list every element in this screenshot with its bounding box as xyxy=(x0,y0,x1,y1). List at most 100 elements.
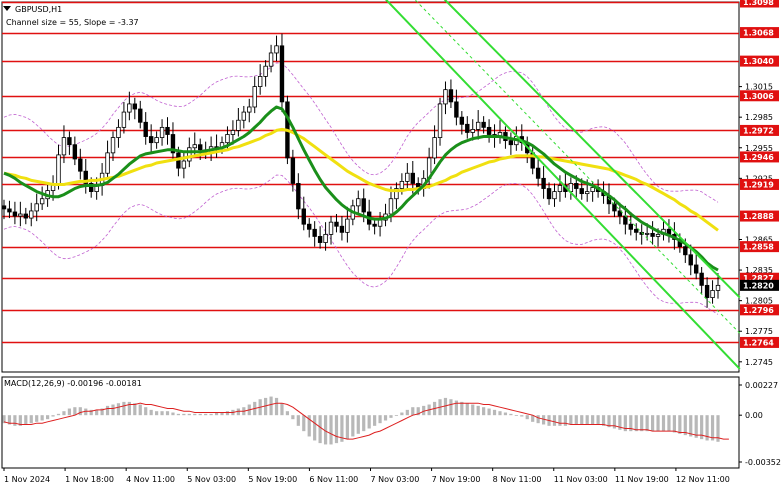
svg-text:1.2820: 1.2820 xyxy=(743,281,774,290)
macd-bar xyxy=(678,415,682,434)
candle xyxy=(508,132,514,155)
candle xyxy=(252,76,257,114)
candle xyxy=(339,216,345,241)
candle xyxy=(334,214,339,233)
price-tick-label: 1.2985 xyxy=(745,113,773,122)
candle xyxy=(301,196,306,231)
macd-bar xyxy=(476,405,480,416)
macd-bar xyxy=(323,415,328,445)
channel-lower-line xyxy=(384,0,741,370)
channel-upper-line xyxy=(443,0,741,299)
dropdown-triangle-icon[interactable] xyxy=(3,6,11,11)
macd-bar xyxy=(449,399,453,416)
svg-text:1.2972: 1.2972 xyxy=(743,126,774,135)
macd-bar xyxy=(482,407,486,416)
candle xyxy=(323,222,328,251)
symbol-label: GBPUSD,H1 xyxy=(15,5,62,14)
macd-bar xyxy=(498,411,502,416)
macd-bar xyxy=(160,411,164,416)
candle xyxy=(486,119,492,143)
macd-bar xyxy=(700,415,704,440)
macd-tick-label: -0.00352 xyxy=(745,458,781,467)
price-tick-label: 1.2775 xyxy=(745,327,773,336)
candle xyxy=(688,244,693,276)
ma-green-line xyxy=(3,105,719,272)
macd-bar xyxy=(198,413,202,416)
macd-bar xyxy=(454,400,458,416)
macd-bar xyxy=(214,412,219,416)
macd-tick-label: 0.00227 xyxy=(745,381,778,390)
macd-bar xyxy=(536,415,540,424)
macd-bar xyxy=(62,411,66,416)
candle xyxy=(127,91,132,121)
level-label: 1.2919 xyxy=(740,178,779,190)
macd-bar xyxy=(35,415,39,422)
macd-bar xyxy=(552,415,557,426)
macd-bar xyxy=(133,403,137,416)
price-tick-label: 1.2835 xyxy=(745,266,773,275)
macd-bar xyxy=(416,407,420,416)
svg-text:1.3006: 1.3006 xyxy=(743,92,774,101)
candle xyxy=(459,111,465,135)
time-tick-label: 7 Nov 19:00 xyxy=(432,475,481,484)
level-label: 1.2827 xyxy=(740,272,779,284)
candle xyxy=(634,223,639,241)
candle xyxy=(437,97,443,146)
candle xyxy=(170,122,176,159)
macd-bar xyxy=(367,415,371,429)
time-tick-label: 11 Nov 03:00 xyxy=(554,475,608,484)
candle xyxy=(274,35,279,62)
time-tick-label: 7 Nov 03:00 xyxy=(371,475,420,484)
candle xyxy=(18,201,23,227)
macd-bar xyxy=(634,415,638,432)
candle xyxy=(475,110,481,140)
level-label: 1.2972 xyxy=(740,124,779,136)
macd-bar xyxy=(541,415,546,425)
ma-yellow-line xyxy=(3,127,719,232)
macd-bar xyxy=(672,415,676,433)
candle xyxy=(470,119,475,141)
macd-bar xyxy=(503,412,508,416)
level-label: 1.3040 xyxy=(740,55,779,67)
candle xyxy=(279,33,285,113)
macd-bar xyxy=(465,403,469,416)
candle xyxy=(372,218,377,235)
macd-bar xyxy=(116,403,121,416)
price-tick-label: 1.2925 xyxy=(745,174,773,183)
candle xyxy=(143,112,148,145)
macd-bar xyxy=(67,408,72,416)
candle xyxy=(443,81,448,115)
macd-bar xyxy=(460,401,464,416)
candle xyxy=(481,116,486,134)
candle xyxy=(236,108,241,137)
macd-tick-label: 0.00 xyxy=(745,411,763,420)
macd-bar xyxy=(629,415,633,432)
macd-bar xyxy=(2,415,6,424)
macd-bar xyxy=(89,409,93,416)
candle xyxy=(29,202,34,227)
candle xyxy=(307,218,312,238)
macd-bar xyxy=(111,404,115,416)
macd-bar xyxy=(302,415,306,432)
candle xyxy=(465,116,470,139)
macd-bar xyxy=(345,415,349,440)
candle xyxy=(105,140,110,180)
candle xyxy=(356,190,361,215)
macd-bar xyxy=(531,415,535,422)
macd-bar xyxy=(307,415,311,437)
price-tick-label: 1.3015 xyxy=(745,83,773,92)
svg-text:1.2858: 1.2858 xyxy=(743,243,774,252)
macd-bar xyxy=(623,415,627,432)
macd-bar xyxy=(122,401,126,416)
macd-bar xyxy=(149,409,153,416)
macd-bar xyxy=(165,411,170,416)
macd-bar xyxy=(471,404,475,416)
candle xyxy=(317,226,323,249)
macd-bar xyxy=(585,415,589,425)
macd-bar xyxy=(56,413,61,416)
macd-bar xyxy=(601,415,606,426)
macd-bar xyxy=(171,412,175,416)
macd-bar xyxy=(340,415,344,442)
candle xyxy=(628,211,633,236)
